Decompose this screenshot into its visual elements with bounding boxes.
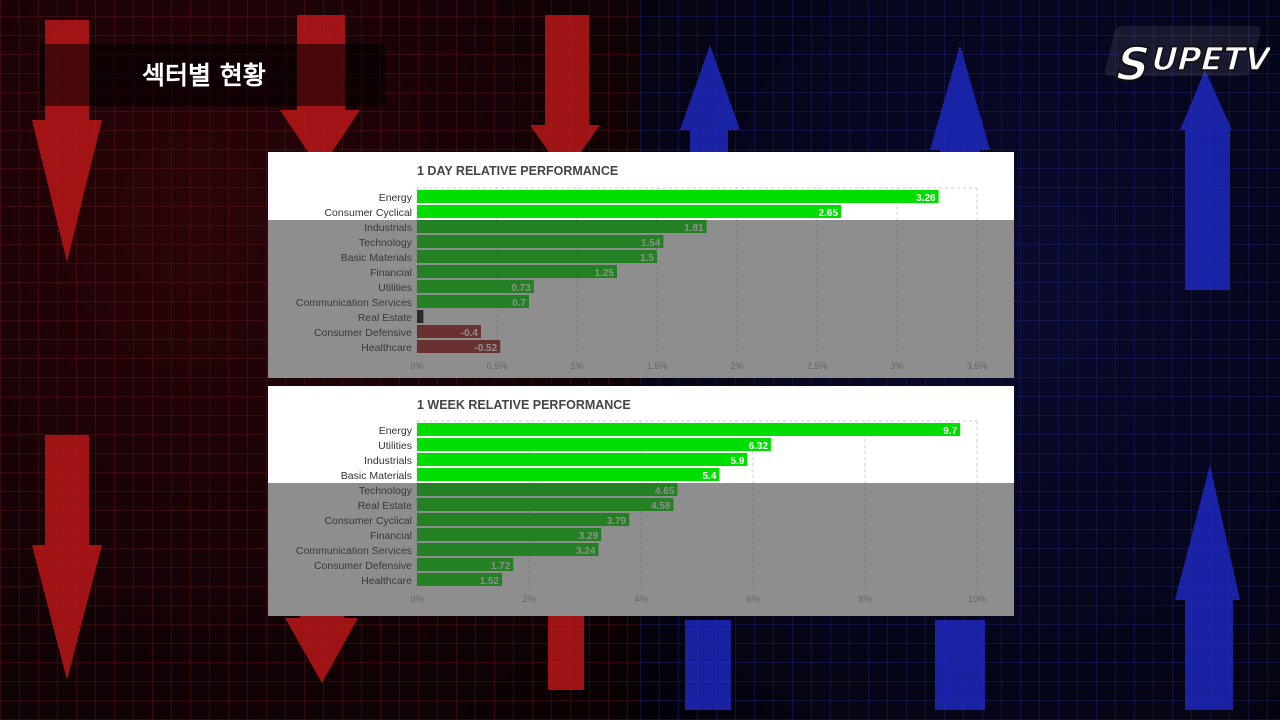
value-label: 0.73 [511, 283, 531, 294]
value-label: 4.65 [655, 486, 675, 497]
category-label: Consumer Defensive [314, 327, 412, 339]
value-label: 3.24 [576, 546, 596, 557]
bar [417, 543, 599, 556]
tick-label: 4% [634, 594, 647, 604]
category-label: Consumer Cyclical [324, 207, 412, 219]
tick-label: 2.5% [807, 361, 828, 371]
value-label: 9.7 [943, 426, 957, 437]
value-label: 1.52 [480, 576, 500, 587]
category-label: Real Estate [358, 312, 412, 324]
value-label: 1.25 [595, 268, 615, 279]
svg-text:S: S [1110, 39, 1156, 92]
category-label: Consumer Defensive [314, 560, 412, 572]
value-label: 3.26 [916, 193, 936, 204]
category-label: Healthcare [361, 575, 412, 587]
bar [417, 483, 678, 496]
category-label: Financial [370, 530, 412, 542]
tick-label: 0% [410, 594, 423, 604]
chart-title-1day: 1 DAY RELATIVE PERFORMANCE [417, 164, 619, 178]
category-label: Utilities [378, 440, 412, 452]
category-label: Healthcare [361, 342, 412, 354]
chart-1week: 0% 2% 4% 6% 8% 10% Energy 9.7 Utilities 6.32 Indus… [296, 420, 986, 604]
value-label: 4.58 [651, 501, 671, 512]
value-label: 1.54 [641, 238, 661, 249]
bar [417, 438, 771, 451]
tick-label: 2% [730, 361, 743, 371]
chart-title-1week: 1 WEEK RELATIVE PERFORMANCE [417, 398, 631, 412]
category-label: Communication Services [296, 545, 412, 557]
bar [417, 498, 674, 511]
tick-label: 0.5% [487, 361, 508, 371]
value-label: 0.04 [426, 313, 446, 324]
tick-label: 2% [522, 594, 535, 604]
page-heading: 섹터별 현황 [142, 61, 266, 90]
supetv-logo: S UPETV [1104, 26, 1270, 93]
value-label: 3.29 [579, 531, 599, 542]
tick-label: 1% [570, 361, 583, 371]
category-label: Industrials [364, 222, 412, 234]
category-label: Financial [370, 267, 412, 279]
category-label: Utilities [378, 282, 412, 294]
bar [417, 423, 961, 436]
category-label: Technology [359, 237, 413, 249]
value-label: 5.4 [702, 471, 716, 482]
bar [417, 265, 617, 278]
tick-label: 3.5% [967, 361, 988, 371]
bar [417, 205, 841, 218]
tick-label: 1.5% [647, 361, 668, 371]
category-label: Industrials [364, 455, 412, 467]
value-label: 1.5 [640, 253, 654, 264]
bar [417, 250, 657, 263]
category-label: Basic Materials [341, 470, 412, 482]
value-label: -0.4 [461, 328, 479, 339]
bar [417, 528, 602, 541]
tick-label: 10% [968, 594, 986, 604]
category-label: Energy [379, 192, 413, 204]
tick-label: 6% [746, 594, 759, 604]
bar [417, 468, 720, 481]
value-label: 0.7 [512, 298, 526, 309]
category-label: Basic Materials [341, 252, 412, 264]
bar [417, 220, 707, 233]
value-label: 1.72 [491, 561, 511, 572]
bar [417, 453, 748, 466]
value-label: 6.32 [748, 441, 768, 452]
chart-panel-1day: 1 DAY RELATIVE PERFORMANCE 0% 0.5% 1% 1.5% 2… [268, 152, 1014, 378]
svg-text:UPETV: UPETV [1147, 40, 1270, 77]
tick-label: 3% [890, 361, 903, 371]
category-label: Technology [359, 485, 413, 497]
value-label: 1.81 [684, 223, 704, 234]
chart-1day: 0% 0.5% 1% 1.5% 2% 2.5% 3% 3.5% Energy 3.26 Consum… [296, 187, 988, 371]
category-label: Energy [379, 425, 413, 437]
bar [417, 513, 630, 526]
chart-panel-1week: 1 WEEK RELATIVE PERFORMANCE 0% 2% 4% 6% 8% 10… [268, 386, 1014, 616]
bar [417, 235, 664, 248]
category-label: Communication Services [296, 297, 412, 309]
value-label: -0.52 [474, 343, 497, 354]
tick-label: 0% [410, 361, 423, 371]
bar [417, 190, 939, 203]
value-label: 3.79 [607, 516, 627, 527]
tick-label: 8% [858, 594, 871, 604]
category-label: Consumer Cyclical [324, 515, 412, 527]
bar [417, 310, 424, 323]
heading-box [40, 44, 385, 106]
value-label: 5.9 [730, 456, 744, 467]
value-label: 2.65 [819, 208, 839, 219]
category-label: Real Estate [358, 500, 412, 512]
